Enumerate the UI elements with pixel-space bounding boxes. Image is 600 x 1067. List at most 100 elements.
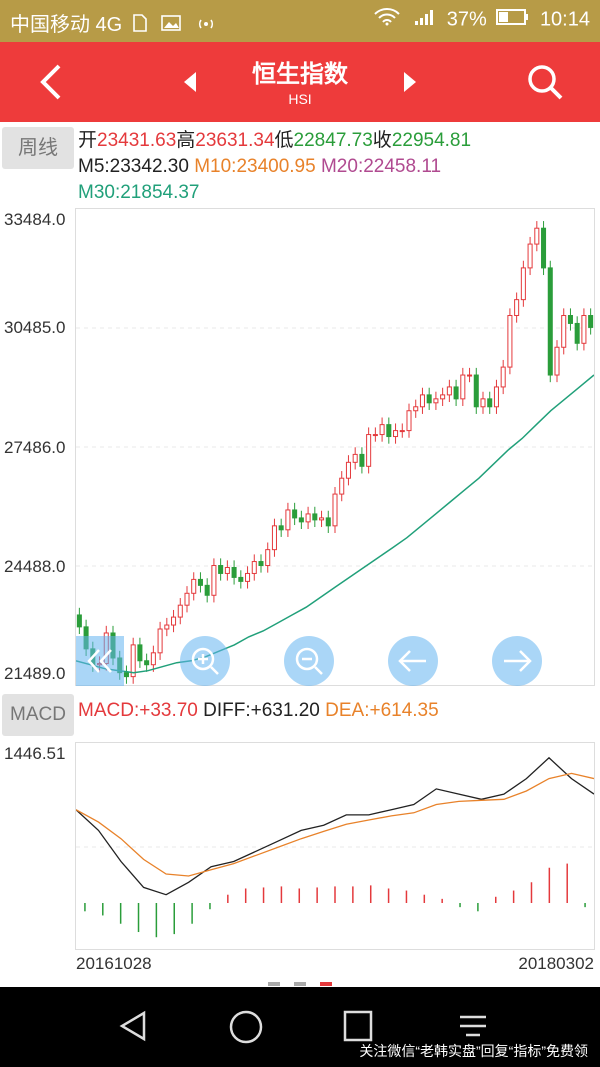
candle-body [588, 315, 594, 328]
diff-value: DIFF:+631.20 [203, 700, 320, 721]
candle-body [426, 394, 432, 404]
candle-body [567, 315, 573, 324]
period-selector[interactable]: 周线 [2, 127, 74, 169]
candle-body [467, 374, 473, 377]
dea-line [75, 772, 595, 877]
candle-body [130, 644, 136, 678]
back-arrow-icon [40, 64, 61, 100]
header-title-block: 恒生指数 HSI [150, 54, 450, 107]
candle-body [197, 578, 203, 586]
low-label: 低 [274, 130, 294, 151]
arrow-right-icon [504, 650, 532, 672]
candle-body [177, 604, 183, 618]
watermark-note: 关注微信“老韩实盘”回复“指标”免费领 [359, 1043, 588, 1059]
candle-body [184, 592, 190, 606]
candle-body [446, 386, 452, 396]
open-value: 23431.63 [97, 130, 177, 151]
candle-body [271, 525, 277, 551]
battery-percent: 37% [446, 8, 487, 31]
next-index-button[interactable] [390, 42, 430, 122]
y-axis-label: 30485.0 [4, 318, 66, 337]
page-indicator [268, 982, 280, 986]
candle-body [581, 315, 587, 344]
nav-menu-button[interactable] [456, 1009, 490, 1048]
candle-body [366, 434, 372, 467]
image-icon [161, 14, 182, 38]
candle-body [514, 299, 520, 317]
diff-line [75, 756, 595, 896]
nav-recents-icon [343, 1010, 373, 1042]
candle-body [386, 424, 392, 438]
nav-home-button[interactable] [228, 1009, 264, 1050]
start-date: 20161028 [76, 954, 152, 973]
nav-back-button[interactable] [116, 1009, 150, 1048]
scroll-left-button[interactable] [388, 636, 438, 686]
candle-body [480, 398, 486, 408]
candle-body [379, 424, 385, 436]
page-title: 恒生指数 [252, 61, 348, 88]
arrow-left-icon [398, 650, 426, 672]
previous-index-button[interactable] [170, 42, 210, 122]
candle-body [171, 616, 177, 626]
candle-body [339, 477, 345, 495]
end-date: 20180302 [518, 954, 594, 973]
triangle-right-icon [404, 72, 416, 92]
app-header: 恒生指数 HSI [0, 42, 600, 122]
candle-body [285, 509, 291, 531]
signal-icon [413, 8, 437, 32]
candle-body [372, 434, 378, 437]
candle-body [123, 672, 129, 678]
candle-body [500, 366, 506, 388]
zoom-in-icon [191, 647, 219, 675]
search-icon [528, 65, 563, 100]
y-axis-label: 27486.0 [4, 438, 66, 457]
candle-body [527, 243, 533, 269]
candle-body [332, 493, 338, 527]
candle-body [359, 453, 365, 467]
search-button[interactable] [515, 42, 575, 122]
candlestick-chart[interactable] [75, 208, 595, 686]
high-label: 高 [176, 130, 196, 151]
candle-body [157, 628, 163, 654]
candle-body [191, 578, 197, 594]
clock: 10:14 [539, 8, 590, 31]
back-button[interactable] [20, 42, 80, 122]
candle-body [211, 565, 217, 596]
nav-recents-button[interactable] [342, 1009, 374, 1048]
candle-body [298, 517, 304, 523]
candle-body [440, 394, 446, 400]
candle-body [460, 374, 466, 400]
ma5-value: M5:23342.30 [78, 156, 189, 177]
candle-body [258, 561, 264, 567]
nav-back-icon [119, 1010, 146, 1042]
ma30-value: M30:21854.37 [78, 182, 200, 203]
sim-card-icon [132, 13, 148, 38]
status-bar: 中国移动 4G 37% 10:14 [0, 0, 600, 42]
candle-body [547, 267, 553, 376]
candle-body [487, 398, 493, 408]
zoom-out-button[interactable] [284, 636, 334, 686]
triangle-left-icon [184, 72, 196, 92]
candle-body [319, 517, 325, 521]
open-label: 开 [78, 130, 98, 151]
indicator-selector[interactable]: MACD [2, 694, 74, 736]
dea-value: DEA:+614.35 [325, 700, 439, 721]
low-value: 22847.73 [293, 130, 373, 151]
nav-menu-icon [460, 1015, 486, 1037]
candle-body [204, 584, 210, 596]
zoom-in-button[interactable] [180, 636, 230, 686]
page-indicator [294, 982, 306, 986]
macd-chart[interactable] [75, 742, 595, 950]
candle-body [493, 386, 499, 408]
scroll-right-button[interactable] [492, 636, 542, 686]
candle-body [312, 513, 318, 521]
candle-body [150, 652, 156, 666]
candle-body [393, 430, 399, 438]
candle-body [305, 513, 311, 523]
candle-body [224, 566, 230, 574]
candle-body [473, 374, 479, 408]
y-axis-label: 24488.0 [4, 557, 66, 576]
candle-body [164, 624, 170, 630]
candle-body [265, 549, 271, 567]
scroll-start-button[interactable] [76, 636, 124, 686]
